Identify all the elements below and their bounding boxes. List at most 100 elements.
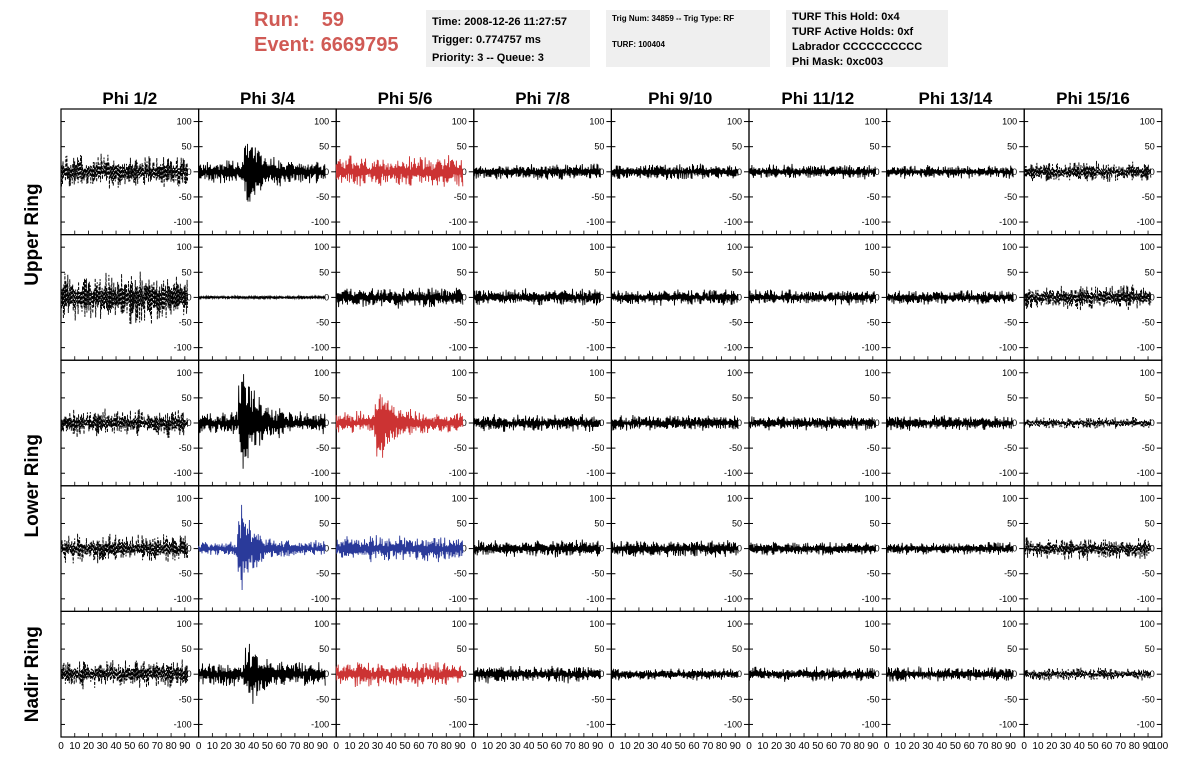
y-tick-label: 100 <box>1002 493 1017 503</box>
panel-r4-c5: -100 -50 0 50 100 <box>610 485 750 612</box>
x-tick-label-end: 100 <box>1151 741 1168 752</box>
y-tick-label: -100 <box>449 343 467 353</box>
waveform-trace <box>60 153 189 189</box>
y-tick-label: 100 <box>865 242 880 252</box>
y-tick-label: 50 <box>182 267 192 277</box>
y-tick-label: -50 <box>316 694 329 704</box>
y-tick-label: 100 <box>727 242 742 252</box>
y-tick-label: 50 <box>594 644 604 654</box>
y-tick-label: 50 <box>594 267 604 277</box>
y-tick-label: -100 <box>999 719 1017 729</box>
y-tick-label: -50 <box>316 569 329 579</box>
waveform-trace <box>335 662 464 688</box>
x-tick-label: 10 <box>69 741 81 752</box>
y-tick-label: 50 <box>319 142 329 152</box>
y-tick-label: 0 <box>599 167 604 177</box>
y-tick-label: -50 <box>1142 694 1155 704</box>
run-value: 59 <box>321 9 345 31</box>
y-tick-label: -50 <box>179 443 192 453</box>
y-tick-label: -50 <box>591 569 604 579</box>
x-tick-label: 0 <box>884 741 890 752</box>
x-tick-label: 30 <box>372 741 384 752</box>
y-tick-label: 50 <box>182 393 192 403</box>
x-tick-label: 40 <box>386 741 398 752</box>
y-tick-label: -100 <box>724 217 742 227</box>
y-tick-label: 50 <box>870 142 880 152</box>
x-tick-label: 50 <box>950 741 962 752</box>
y-tick-label: 100 <box>1002 117 1017 127</box>
y-tick-label: 50 <box>594 393 604 403</box>
y-tick-label: -100 <box>174 343 192 353</box>
y-tick-label: 50 <box>732 267 742 277</box>
y-tick-label: 100 <box>177 619 192 629</box>
y-tick-label: 0 <box>187 544 192 554</box>
x-tick-label: 20 <box>1046 741 1058 752</box>
labrador-line: Labrador CCCCCCCCCC <box>792 41 923 53</box>
panel-r5-c7: -100 -50 0 50 100 <box>885 610 1025 738</box>
y-tick-label: 50 <box>870 393 880 403</box>
turf-info-box: TURF This Hold: 0x4 TURF Active Holds: 0… <box>786 10 948 68</box>
x-tick-label: 80 <box>578 741 590 752</box>
x-tick-label: 80 <box>166 741 178 752</box>
panel-r4-c3: -100 -50 0 50 100 <box>335 485 475 612</box>
x-tick-label: 20 <box>358 741 370 752</box>
panel-r2-c6: -100 -50 0 50 100 <box>748 234 888 361</box>
waveform-trace <box>335 287 464 309</box>
y-tick-label: -100 <box>311 468 329 478</box>
x-tick-label: 50 <box>399 741 411 752</box>
y-tick-label: -50 <box>454 318 467 328</box>
x-tick-label: 70 <box>565 741 577 752</box>
x-tick-label: 0 <box>1021 741 1027 752</box>
y-tick-label: 100 <box>314 368 329 378</box>
event-row: Event: 6669795 <box>254 33 399 58</box>
y-tick-label: -50 <box>1004 569 1017 579</box>
y-tick-label: 50 <box>319 644 329 654</box>
x-tick-label: 40 <box>936 741 948 752</box>
y-tick-label: 0 <box>462 669 467 679</box>
waveform-trace <box>473 163 601 180</box>
x-tick-label: 50 <box>262 741 274 752</box>
waveform-trace <box>748 541 877 556</box>
y-tick-label: -50 <box>1004 192 1017 202</box>
y-tick-label: 0 <box>324 167 329 177</box>
y-tick-label: -50 <box>1004 318 1017 328</box>
y-tick-label: 50 <box>1145 518 1155 528</box>
trig-num-line: Trig Num: 34859 -- Trig Type: RF <box>612 14 735 23</box>
panel-r2-c3: -100 -50 0 50 100 <box>335 234 475 361</box>
y-tick-label: 100 <box>314 242 329 252</box>
panel-r2-c5: -100 -50 0 50 100 <box>610 234 750 361</box>
waveform-trace <box>1023 416 1152 429</box>
y-tick-label: 50 <box>1145 644 1155 654</box>
phi-mask-line: Phi Mask: 0xc003 <box>792 56 884 68</box>
y-tick-label: 50 <box>182 644 192 654</box>
y-tick-label: -100 <box>999 468 1017 478</box>
y-tick-label: -100 <box>311 594 329 604</box>
x-tick-label: 10 <box>344 741 356 752</box>
y-tick-label: 100 <box>727 493 742 503</box>
y-tick-label: -50 <box>454 192 467 202</box>
panel-r1-c7: -100 -50 0 50 100 <box>885 108 1025 236</box>
waveform-trace <box>473 288 601 306</box>
x-tick-label: 40 <box>661 741 673 752</box>
x-tick-label: 80 <box>716 741 728 752</box>
y-tick-label: -100 <box>724 468 742 478</box>
x-tick-label: 30 <box>234 741 246 752</box>
y-tick-label: 50 <box>732 518 742 528</box>
panel-r3-c3: -100 -50 0 50 100 <box>335 359 475 487</box>
panel-r1-c1: -100 -50 0 50 100 <box>60 108 200 236</box>
trigger-info-box: Trig Num: 34859 -- Trig Type: RF TURF: 1… <box>606 10 770 67</box>
y-tick-label: 100 <box>1002 242 1017 252</box>
waveform-trace <box>886 290 1014 305</box>
y-tick-label: -50 <box>454 443 467 453</box>
y-tick-label: -100 <box>1137 594 1155 604</box>
y-tick-label: -100 <box>1137 343 1155 353</box>
waveform-trace <box>748 666 877 682</box>
y-tick-label: -100 <box>862 217 880 227</box>
column-header-4: Phi 7/8 <box>515 89 570 108</box>
y-tick-label: 0 <box>187 167 192 177</box>
waveform-trace <box>1023 667 1152 681</box>
waveform-trace <box>886 164 1014 179</box>
y-tick-label: 50 <box>457 142 467 152</box>
panel-r5-c6: -100 -50 0 50 100 <box>748 610 888 738</box>
y-tick-label: -100 <box>311 719 329 729</box>
